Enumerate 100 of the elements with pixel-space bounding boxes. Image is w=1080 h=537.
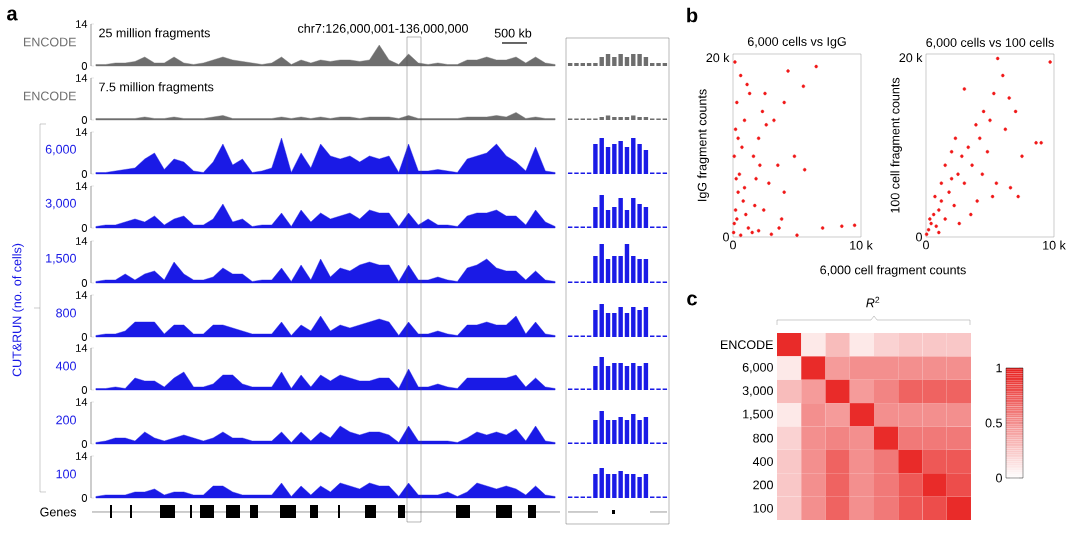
point [1013,109,1018,114]
y-tick-label: 0 [81,386,88,394]
point [769,232,774,236]
bar [643,258,649,283]
point [735,217,739,221]
point [756,136,761,141]
point [949,176,954,181]
y-tick-label: 0 [81,333,88,341]
point [975,199,979,203]
point [750,230,754,235]
point [937,230,941,235]
y-axis-title: 3,000 [45,198,76,210]
y-tick-label: 20 k [706,52,730,63]
chart-title: R$^{2}$ [866,296,880,308]
bar [605,209,611,228]
point [756,229,761,233]
point [740,145,744,149]
bar [605,312,611,337]
bar [593,365,598,390]
y-axis-title: 6,000 [45,144,76,156]
point [744,212,748,217]
point [929,221,933,226]
point [737,172,742,176]
bar [631,362,636,390]
bar [637,309,642,337]
y-tick-label: 0 [81,224,88,232]
x-tick-label: 10 k [1043,240,1066,250]
point [735,100,739,105]
bar [599,356,604,390]
bar [631,306,636,337]
point [988,118,992,123]
y-tick-label: 14 [76,128,88,136]
point [952,203,956,208]
point [762,208,766,212]
point [947,190,951,194]
bar [624,243,630,283]
y-tick-label: 800 [753,433,773,443]
y-axis-title: 1,500 [46,253,76,265]
y-axis-title: IgG fragment counts [697,89,709,201]
point [943,217,947,221]
y-tick-label: 0 [81,440,88,448]
point [937,208,941,212]
point [747,91,752,96]
point [1003,127,1008,132]
y-tick-label: 14 [76,398,88,406]
bar [605,146,611,174]
y-tick-label: 1,500 [743,409,773,420]
point [934,224,938,228]
y-tick-label: 14 [76,182,88,190]
point [782,190,786,194]
point [742,118,747,123]
bar [643,306,649,337]
point [767,181,771,185]
point [792,154,797,158]
text: CUT&RUN (no. of cells) [12,243,24,377]
point [733,208,738,212]
bar [593,143,598,174]
point [795,233,799,237]
point [754,176,758,181]
point [992,91,996,96]
point [928,217,932,221]
point [939,199,944,203]
bar [599,467,604,498]
annotation: chr7:126,000,001-136,000,000 [298,23,468,35]
y-tick-label: 20 k [899,52,923,63]
bar [593,419,598,444]
y-axis-title: 800 [56,308,76,318]
point [820,226,825,230]
color-bar-label: 0.5 [985,418,1002,428]
x-tick-label: 0 [923,240,929,250]
y-tick-label: 0 [81,170,88,178]
y-axis-title: ENCODE [24,37,76,47]
bar [637,258,642,283]
bar [631,473,636,498]
point [966,145,970,149]
point [751,154,756,158]
bar [631,413,636,444]
color-bar-label: 1 [996,363,1002,373]
point [732,221,736,226]
bar [643,206,649,228]
point [931,212,936,217]
point [994,181,999,185]
point [970,163,974,167]
point [1007,96,1011,100]
point [943,163,947,167]
point [742,185,747,190]
point [733,127,738,132]
y-axis-title: 100 [56,469,76,479]
y-axis-title: 100 cell fragment counts [890,77,902,213]
y-tick-label: 14 [76,74,88,82]
point [738,73,743,78]
bar [599,194,604,228]
point [1034,141,1038,145]
text: a [7,9,18,21]
point [978,136,982,141]
point [776,163,780,167]
bar [599,137,604,174]
point [949,150,954,154]
bar [643,362,649,390]
bar [631,137,636,174]
